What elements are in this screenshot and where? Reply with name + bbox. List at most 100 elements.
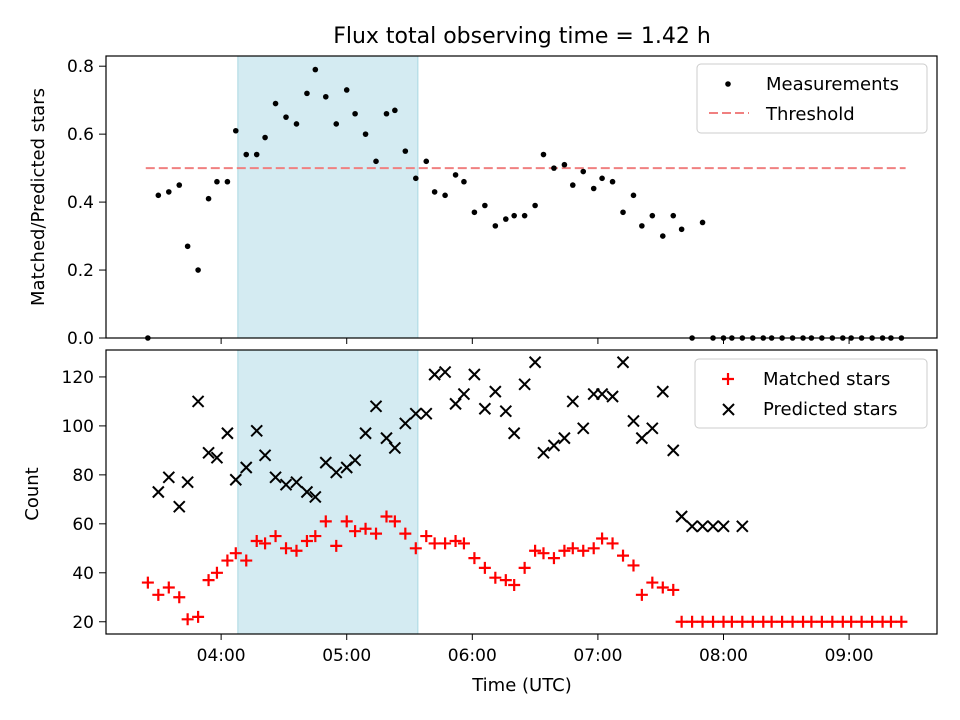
y-tick-label: 120 (62, 368, 94, 388)
measurement-point (224, 178, 231, 185)
matched-stars-point (380, 510, 393, 523)
predicted-stars-point (706, 520, 720, 533)
measurement-point (362, 131, 369, 137)
x-tick-label: 04:00 (197, 646, 246, 666)
matched-stars-point (547, 552, 560, 565)
measurement-point (580, 168, 587, 175)
matched-stars-point (330, 539, 343, 552)
matched-stars-point (250, 534, 263, 547)
measurement-point (521, 212, 528, 219)
matched-stars-point (656, 581, 669, 594)
matched-stars-point (895, 615, 908, 628)
matched-stars-point (696, 615, 709, 628)
predicted-stars-point (162, 471, 176, 484)
predicted-stars-point (696, 520, 709, 533)
measurement-point (511, 212, 517, 219)
predicted-stars-point (566, 395, 579, 408)
y-tick-label: 0.4 (67, 193, 94, 213)
matched-stars-point (845, 615, 858, 628)
matched-stars-point (786, 615, 799, 628)
measurement-point (283, 114, 289, 120)
predicted-stars-point (537, 446, 550, 460)
matched-stars-point (221, 554, 234, 567)
matched-stars-point (646, 576, 659, 589)
matched-stars-point (707, 615, 720, 628)
matched-stars-point (566, 542, 579, 555)
y-tick-label: 0.0 (67, 329, 94, 349)
predicted-stars-point (319, 456, 332, 469)
predicted-stars-point (478, 402, 492, 415)
y-tick-label: 20 (72, 613, 94, 633)
predicted-stars-point (438, 365, 452, 379)
predicted-stars-point (468, 368, 481, 381)
y-tick-label: 0.8 (67, 57, 94, 77)
matched-stars-point (319, 515, 332, 528)
measurement-point (243, 151, 250, 158)
predicted-stars-point (269, 471, 282, 484)
measurement-point (590, 185, 597, 192)
bottom-panel: 20 40 60 80 100 120 04:00 05:00 06:00 07:00 08:00… (22, 349, 938, 696)
y-tick-label: 60 (72, 515, 94, 535)
measurement-point (253, 151, 260, 158)
predicted-stars-point (399, 417, 412, 430)
predicted-stars-point (518, 378, 531, 391)
predicted-stars-point (240, 461, 253, 474)
matched-stars-point (420, 530, 433, 543)
matched-stars-point (202, 574, 215, 587)
measurement-point (699, 219, 706, 226)
measurement-point (383, 110, 390, 117)
matched-stars-point (181, 613, 194, 626)
matched-stars-point (259, 537, 272, 550)
y-tick-label: 0.6 (67, 125, 94, 145)
predicted-stars-point (309, 490, 322, 504)
measurement-point (452, 172, 459, 178)
predicted-stars-point (202, 446, 215, 460)
matched-stars-point (309, 530, 322, 543)
top-highlight-span (237, 55, 419, 339)
matched-stars-point (300, 534, 313, 547)
predicted-stars-point (330, 466, 343, 479)
predicted-stars-point (380, 431, 393, 445)
bottom-y-axis-label: Count (22, 467, 43, 520)
matched-stars-point (468, 552, 481, 565)
measurement-point (423, 158, 430, 165)
legend-predicted-marker (722, 403, 735, 416)
measurement-point (551, 165, 557, 171)
measurement-point (431, 189, 438, 195)
matched-stars-point (409, 542, 422, 555)
chart-title: Flux total observing time = 1.42 h (333, 24, 711, 49)
measurement-point (471, 209, 478, 216)
predicted-stars-point (717, 520, 730, 533)
predicted-stars-point (499, 404, 513, 418)
y-tick-label: 100 (62, 417, 94, 437)
measurement-point (312, 66, 319, 73)
predicted-stars-point (210, 451, 224, 464)
measurement-point (492, 223, 499, 229)
measurement-point (165, 189, 172, 195)
legend-predicted-label: Predicted stars (763, 399, 897, 420)
matched-stars-point (558, 544, 571, 557)
matched-stars-series (141, 510, 908, 628)
predicted-stars-point (369, 400, 383, 413)
legend-matched-marker (722, 373, 734, 385)
matched-stars-point (736, 615, 749, 628)
matched-stars-point (617, 549, 630, 562)
measurement-point (561, 161, 568, 168)
measurement-point (373, 158, 379, 165)
measurement-point (678, 226, 685, 233)
measurement-point (304, 90, 310, 97)
predicted-stars-point (420, 407, 433, 420)
legend-measurements-label: Measurements (766, 74, 899, 95)
bottom-y-axis: 20 40 60 80 100 120 (62, 368, 106, 633)
matched-stars-point (765, 615, 778, 628)
matched-stars-point (340, 515, 353, 528)
predicted-stars-point (152, 485, 165, 499)
matched-stars-point (141, 576, 154, 589)
x-tick-label: 08:00 (699, 646, 748, 666)
predicted-stars-point (489, 385, 502, 398)
predicted-stars-point (173, 500, 186, 513)
measurement-point (670, 212, 677, 219)
legend-matched-label: Matched stars (763, 369, 890, 390)
top-panel: 0.00.20.40.60.8 Matched/Predicted stars … (28, 55, 938, 349)
predicted-stars-point (627, 414, 640, 428)
